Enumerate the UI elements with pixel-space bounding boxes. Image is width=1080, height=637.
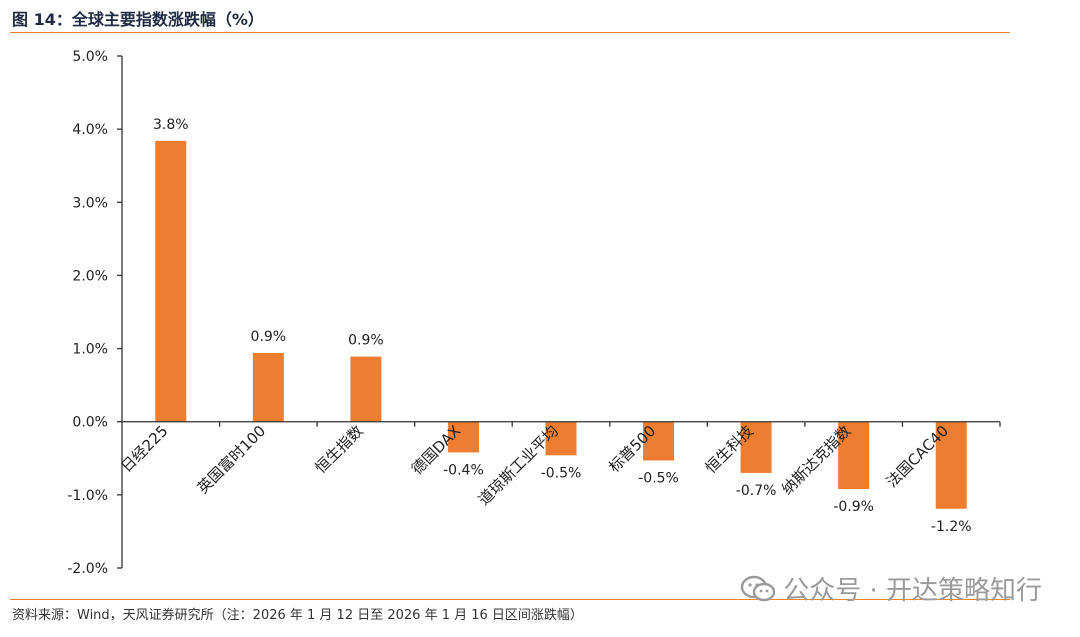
category-labels: 日经225 英国富时100 恒生指数 德国DAX 道琼斯工业平均 标普500 恒生科技 纳斯达… (117, 422, 952, 509)
source-note: 资料来源：Wind，天风证券研究所（注：2026 年 1 月 12 日至 202… (12, 608, 583, 623)
data-label: -0.4% (443, 462, 484, 478)
bars (155, 140, 967, 509)
data-label: 3.8% (153, 117, 189, 133)
data-label: -0.5% (541, 465, 582, 481)
data-label: -0.7% (736, 483, 777, 499)
x-axis (122, 421, 1001, 427)
y-tick-label: 5.0% (72, 49, 108, 65)
y-tick-label: 2.0% (72, 268, 108, 284)
watermark-text: 公众号 · 开达策略知行 (783, 576, 1042, 606)
bar (447, 421, 479, 453)
y-tick-label: -2.0% (67, 561, 108, 577)
data-label: 0.9% (251, 329, 287, 345)
data-label: -1.2% (931, 519, 972, 535)
data-label: 0.9% (348, 333, 384, 349)
y-tick-label: 1.0% (72, 342, 108, 358)
data-label: -0.5% (638, 470, 679, 486)
bar (643, 421, 675, 461)
watermark: 公众号 · 开达策略知行 (739, 570, 1042, 607)
figure-title: 图 14：全球主要指数涨跌幅（%） (12, 10, 264, 29)
bar (155, 140, 187, 422)
bar (935, 421, 967, 509)
y-tick-label: -1.0% (67, 488, 108, 504)
wechat-icon (741, 575, 776, 601)
bar (545, 421, 577, 456)
title-rule (10, 32, 1010, 33)
y-axis: 5.0% 4.0% 3.0% 2.0% 1.0% 0.0% -1.0% -2.0% (67, 49, 123, 577)
bar-chart: 5.0% 4.0% 3.0% 2.0% 1.0% 0.0% -1.0% -2.0% 3.8% 0… (67, 49, 1001, 577)
y-tick-label: 3.0% (72, 195, 108, 211)
bar (252, 352, 284, 422)
source-rule (10, 599, 1010, 600)
bar (350, 356, 382, 422)
category-label: 恒生指数 (312, 422, 367, 477)
y-tick-label: 4.0% (72, 122, 108, 138)
bar (740, 421, 772, 473)
category-label: 日经225 (117, 422, 171, 476)
category-label: 英国富时100 (194, 422, 269, 497)
data-labels: 3.8% 0.9% 0.9% -0.4% -0.5% -0.5% -0.7% -0.9% -1.… (153, 117, 972, 535)
bar (838, 421, 870, 490)
data-label: -0.9% (833, 499, 874, 515)
y-tick-label: 0.0% (72, 415, 108, 431)
